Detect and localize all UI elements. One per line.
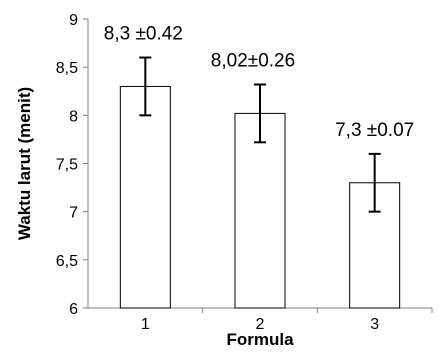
data-label: 8,02±0.26 [211, 51, 295, 72]
y-axis-ticks: 6 6,5 7 7,5 8 8,5 9 [56, 12, 88, 318]
y-tick-label: 8 [69, 108, 78, 125]
x-axis-ticks: 1 2 3 [141, 308, 433, 333]
y-tick-label: 6,5 [56, 253, 78, 270]
bar-formula-2 [234, 112, 286, 309]
error-bars [139, 56, 381, 213]
y-tick-label: 9 [69, 12, 78, 29]
y-tick-label: 7,5 [56, 157, 78, 174]
y-tick-label: 6 [69, 301, 78, 318]
data-labels: 8,3 ±0.42 8,02±0.26 7,3 ±0.07 [104, 24, 414, 141]
x-tick-label: 2 [256, 316, 265, 333]
data-label: 8,3 ±0.42 [104, 24, 183, 45]
y-tick-label: 7 [69, 205, 78, 222]
y-axis-title: Waktu larut (menit) [15, 87, 34, 240]
data-label: 7,3 ±0.07 [335, 120, 414, 141]
bar-formula-1 [119, 85, 171, 309]
x-axis-title: Formula [226, 330, 294, 349]
x-tick-label: 1 [141, 316, 150, 333]
x-tick-label: 3 [370, 316, 379, 333]
y-tick-label: 8,5 [56, 60, 78, 77]
